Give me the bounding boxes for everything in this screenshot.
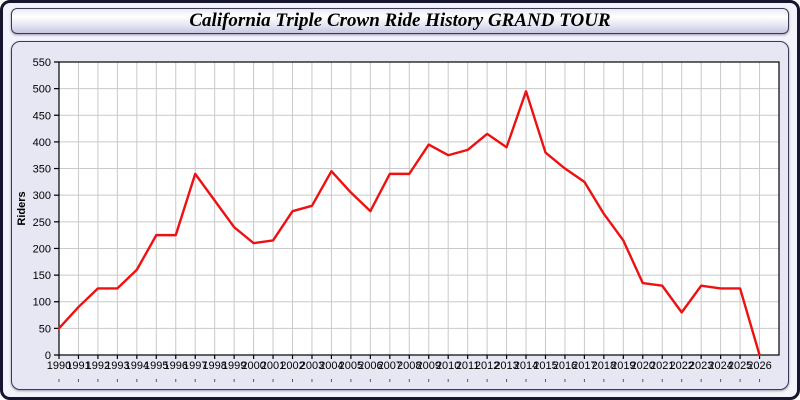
plot-area xyxy=(59,62,779,355)
y-axis-title: Riders xyxy=(16,191,28,225)
x-axis-tick-label: 2019 xyxy=(611,360,635,372)
x-axis-tick-label: 1990 xyxy=(47,360,71,372)
x-axis-tick-label: 1993 xyxy=(105,360,129,372)
y-axis-tick-label: 100 xyxy=(33,297,51,309)
y-axis-tick-label: 450 xyxy=(33,110,51,122)
y-axis-tick-label: 550 xyxy=(33,57,51,69)
x-axis-tick-label: 2007 xyxy=(378,360,402,372)
x-axis-tick-label: 2002 xyxy=(280,360,304,372)
y-axis-tick-label: 50 xyxy=(39,323,51,335)
x-axis-tick-label: 2004 xyxy=(319,360,343,372)
x-axis-tick-label: 2013 xyxy=(494,360,518,372)
y-axis-tick-label: 150 xyxy=(33,270,51,282)
x-axis-tick-label: 1992 xyxy=(86,360,110,372)
x-axis-tick-label: 1994 xyxy=(125,360,149,372)
x-axis-tick-label: 1999 xyxy=(222,360,246,372)
x-axis-tick-label: 2021 xyxy=(650,360,674,372)
riders-series-line xyxy=(57,90,761,357)
x-axis-tick-label: 1995 xyxy=(144,360,168,372)
x-axis-tick-label: 2001 xyxy=(261,360,285,372)
y-axis-tick-label: 300 xyxy=(33,190,51,202)
y-axis-tick-label: 200 xyxy=(33,243,51,255)
y-axis-tick-label: 500 xyxy=(33,84,51,96)
x-axis-tick-label: 2000 xyxy=(241,360,265,372)
x-axis-tick-label: 2024 xyxy=(708,360,732,372)
y-axis-tick-label: 400 xyxy=(33,137,51,149)
riders-line-chart: 0501001502002503003504004505005501990199… xyxy=(16,57,780,382)
x-axis-tick-label: 1991 xyxy=(66,360,90,372)
x-axis-tick-label: 2022 xyxy=(669,360,693,372)
x-axis-tick-label: 1997 xyxy=(183,360,207,372)
x-axis-tick-label: 2011 xyxy=(456,360,480,372)
x-axis-tick-label: 2014 xyxy=(514,360,538,372)
x-axis-tick-label: 2010 xyxy=(436,360,460,372)
x-axis-tick-label: 2015 xyxy=(533,360,557,372)
plot-border xyxy=(58,61,780,356)
chart-panel: 0 50 100 150 200 250 300 350 400 450 500 550 1990 199… xyxy=(11,41,789,390)
x-axis-tick-label: 2017 xyxy=(572,360,596,372)
x-axis-tick-label: 1996 xyxy=(164,360,188,372)
chart-title-bar: California Triple Crown Ride History GRA… xyxy=(11,8,789,34)
chart-title: California Triple Crown Ride History GRA… xyxy=(189,10,611,31)
x-axis-tick-label: 2018 xyxy=(592,360,616,372)
x-axis-tick-label: 2016 xyxy=(553,360,577,372)
x-axis-tick-label: 2005 xyxy=(339,360,363,372)
y-axis-tick-label: 0 xyxy=(45,350,51,362)
x-axis-tick-label: 2025 xyxy=(728,360,752,372)
x-axis-tick-label: 2012 xyxy=(475,360,499,372)
y-axis-tick-label: 350 xyxy=(33,164,51,176)
x-axis-tick-label: 2026 xyxy=(747,360,771,372)
x-axis-tick-label: 2008 xyxy=(397,360,421,372)
x-axis-tick-label: 2009 xyxy=(416,360,440,372)
x-axis-tick-label: 2023 xyxy=(689,360,713,372)
x-axis-tick-label: 2003 xyxy=(300,360,324,372)
x-axis-tick-label: 2020 xyxy=(631,360,655,372)
x-axis-tick-label: 2006 xyxy=(358,360,382,372)
y-axis-tick-label: 250 xyxy=(33,217,51,229)
x-axis-tick-label: 1998 xyxy=(202,360,226,372)
